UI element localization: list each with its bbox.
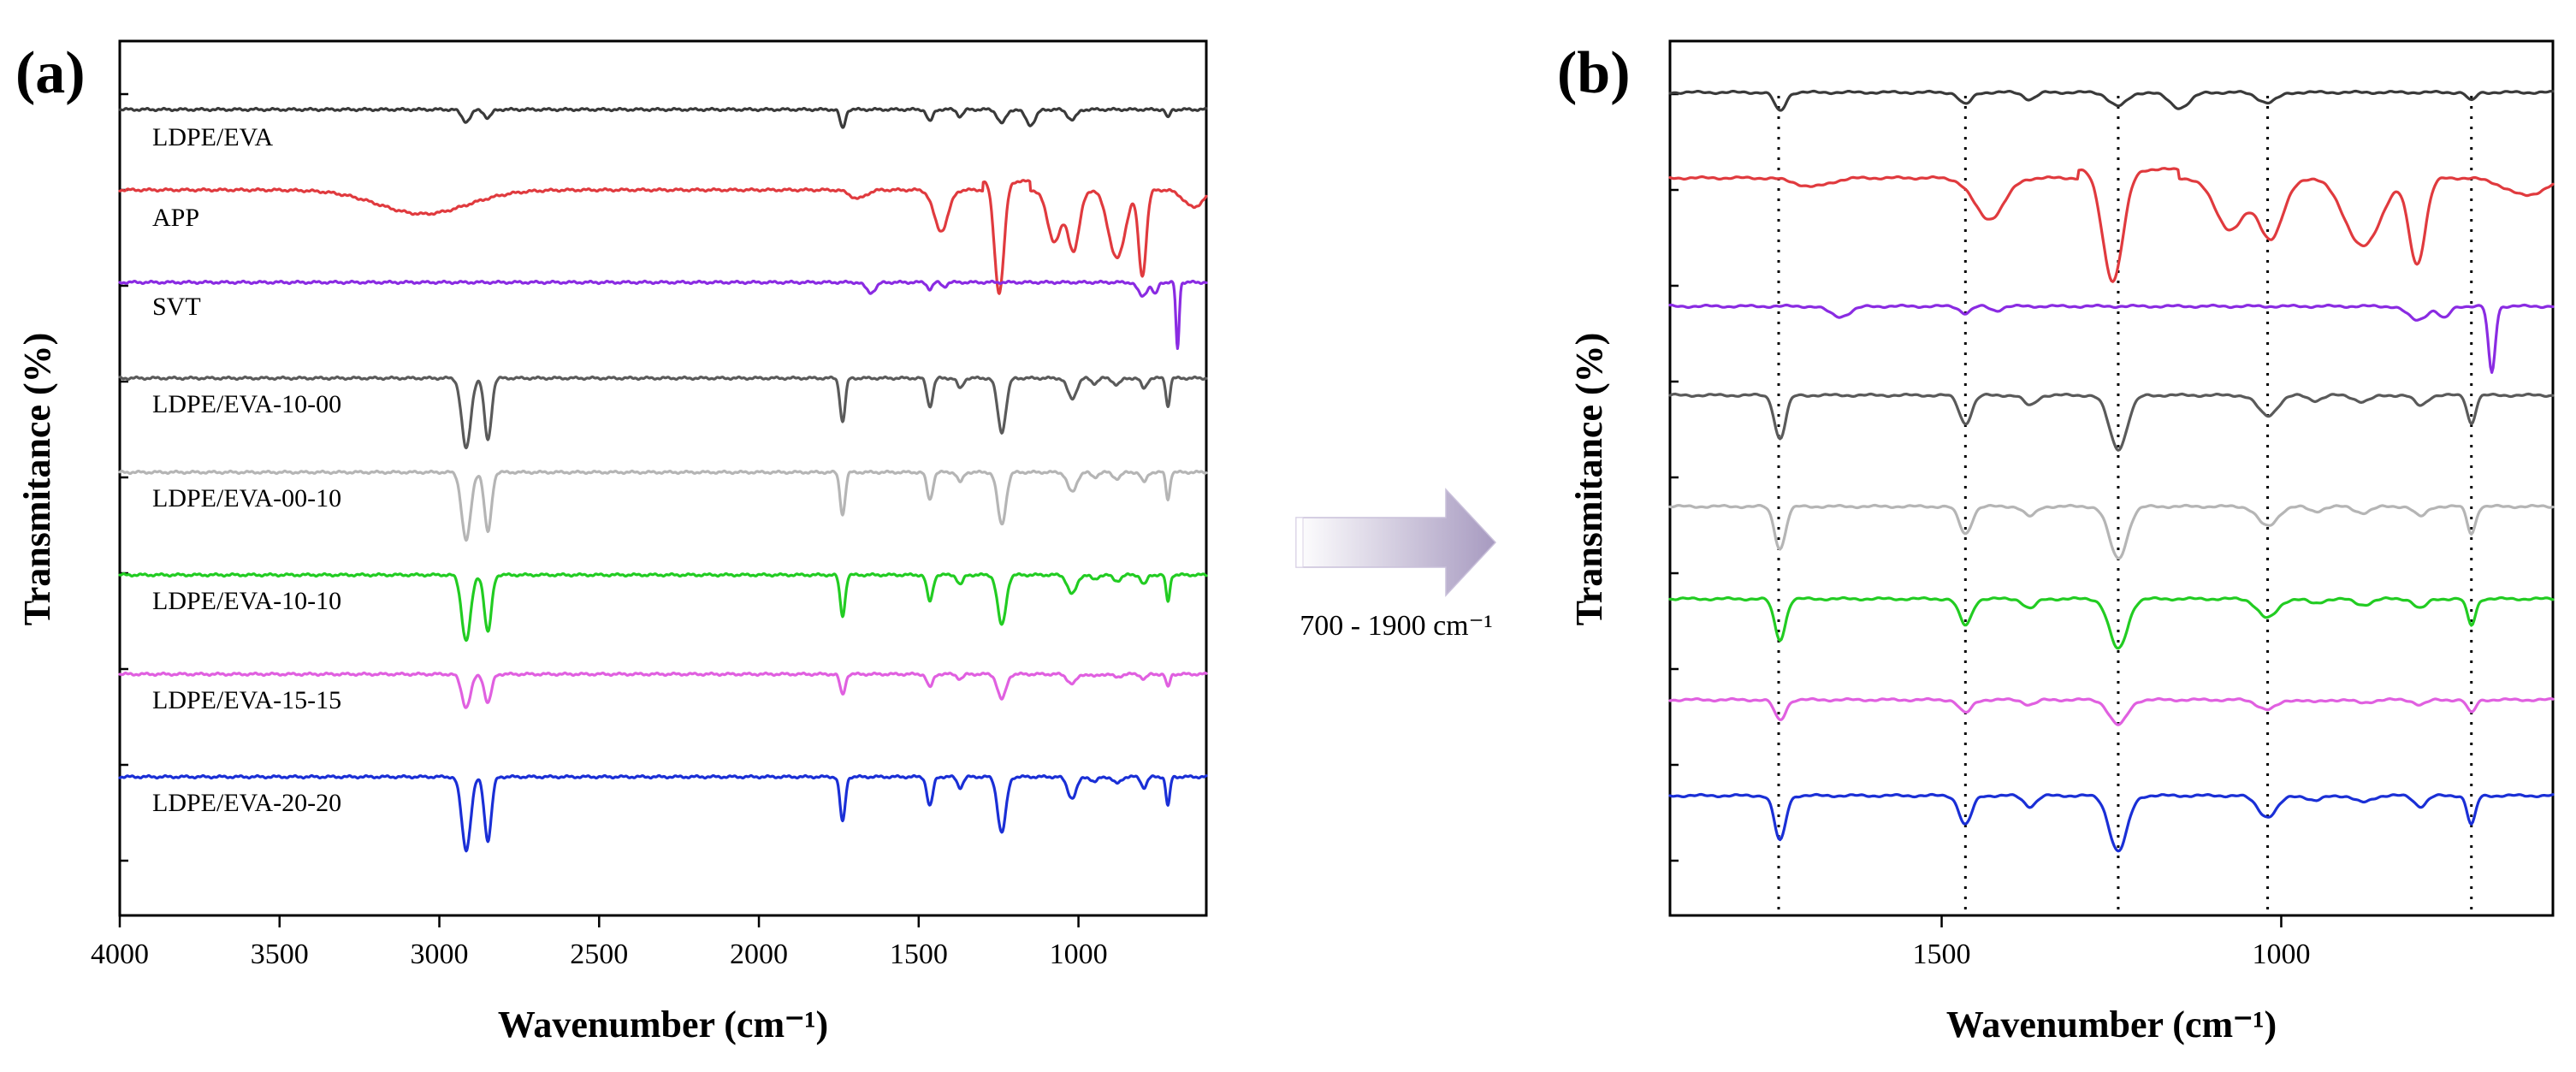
series-line-app: [1668, 167, 2555, 283]
series-line-ldpe-eva-15-15: [1668, 696, 2555, 726]
x-tick-label-3000: 3000: [411, 939, 469, 970]
panel-b-label: (b): [1557, 40, 1631, 106]
series-label-app: APP: [152, 204, 199, 232]
series-label-ldpe-eva: LDPE/EVA: [152, 123, 273, 151]
x-tick-label-1500: 1500: [1913, 939, 1971, 970]
x-tick-label-1000: 1000: [2252, 939, 2310, 970]
panel-a-series-labels: LDPE/EVA APP SVT LDPE/EVA-10-00 LDPE/EVA-00-…: [152, 123, 341, 817]
x-tick-label-2000: 2000: [730, 939, 788, 970]
panel-b-x-ticks: 1500 1000: [1913, 915, 2310, 970]
panel-b-frame: [1668, 39, 2555, 917]
series-line-ldpe-eva-10-10: [1668, 595, 2555, 650]
series-line-ldpe-eva-10-00: [1668, 392, 2555, 452]
panel-b-x-title: Wavenumber (cm⁻¹): [1946, 1004, 2277, 1045]
series-line-svt: [1668, 303, 2555, 374]
panel-a-x-title: Wavenumber (cm⁻¹): [498, 1004, 828, 1045]
x-tick-label-4000: 4000: [91, 939, 149, 970]
panel-a-series: [118, 106, 1208, 853]
zoom-arrow: 700 - 1900 cm⁻¹: [1295, 488, 1497, 642]
series-label-ldpe-eva-10-00: LDPE/EVA-10-00: [152, 390, 341, 418]
panel-a: (a) 4000 3500 3000 2500 2000 1500 1000 LDPE/EV…: [15, 39, 1208, 1045]
panel-b: (b) 1500 1000 Wavenumber (cm⁻¹) Transmita…: [1557, 39, 2555, 1045]
panel-a-x-ticks: 4000 3500 3000 2500 2000 1500 1000: [91, 915, 1108, 970]
series-line-app: [118, 179, 1208, 295]
series-line-ldpe-eva: [1668, 89, 2555, 112]
x-tick-label-2500: 2500: [570, 939, 628, 970]
arrow-shape: [1295, 488, 1497, 597]
series-line-ldpe-eva-15-15: [118, 671, 1208, 709]
panel-a-frame: [118, 39, 1208, 917]
series-line-ldpe-eva-00-10: [1668, 503, 2555, 560]
series-line-ldpe-eva-00-10: [118, 469, 1208, 542]
series-line-ldpe-eva-20-20: [118, 773, 1208, 853]
panel-a-label: (a): [15, 40, 86, 106]
x-tick-label-1000: 1000: [1050, 939, 1108, 970]
arrow-label: 700 - 1900 cm⁻¹: [1300, 610, 1493, 642]
series-label-ldpe-eva-20-20: LDPE/EVA-20-20: [152, 789, 341, 817]
series-line-svt: [118, 279, 1208, 350]
panel-a-y-title: Transmitance (%): [16, 333, 58, 626]
series-line-ldpe-eva-10-10: [118, 572, 1208, 643]
series-line-ldpe-eva-20-20: [1668, 792, 2555, 853]
panel-b-y-title: Transmitance (%): [1568, 333, 1610, 626]
series-label-ldpe-eva-15-15: LDPE/EVA-15-15: [152, 686, 341, 714]
x-tick-label-3500: 3500: [251, 939, 309, 970]
arrow-tail-bar: [1295, 517, 1304, 568]
series-label-ldpe-eva-10-10: LDPE/EVA-10-10: [152, 587, 341, 615]
series-label-ldpe-eva-00-10: LDPE/EVA-00-10: [152, 484, 341, 512]
series-label-svt: SVT: [152, 293, 201, 321]
x-tick-label-1500: 1500: [890, 939, 948, 970]
panel-b-series: [1668, 89, 2555, 853]
series-line-ldpe-eva: [118, 106, 1208, 129]
series-line-ldpe-eva-10-00: [118, 375, 1208, 450]
